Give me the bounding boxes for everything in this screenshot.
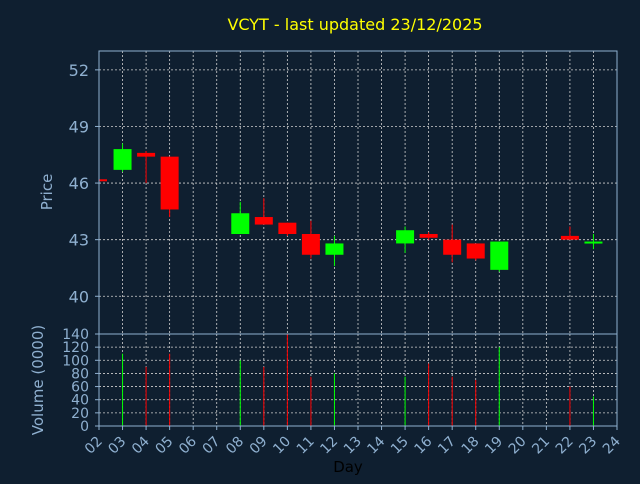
volume-axis-label: Volume (0000) bbox=[29, 325, 47, 435]
candle-day-15 bbox=[396, 226, 415, 253]
price-tick-label: 43 bbox=[69, 231, 89, 250]
candle-body bbox=[419, 234, 438, 238]
candle-body bbox=[584, 241, 603, 244]
price-axis-label: Price bbox=[38, 174, 56, 211]
candle-day-19 bbox=[490, 241, 509, 272]
candle-body bbox=[278, 222, 297, 235]
price-tick-label: 49 bbox=[69, 117, 89, 136]
candle-day-4 bbox=[137, 150, 156, 184]
volume-bars bbox=[122, 334, 594, 426]
price-tick-label: 52 bbox=[69, 61, 89, 80]
volume-tick-label: 80 bbox=[71, 366, 89, 382]
volume-tick-label: 0 bbox=[80, 419, 89, 435]
candle-day-3 bbox=[113, 143, 132, 172]
candle-body bbox=[466, 243, 485, 259]
candle-day-16 bbox=[419, 232, 438, 240]
candle-body bbox=[254, 217, 273, 225]
candle-day-11 bbox=[301, 220, 320, 259]
candle-day-2 bbox=[98, 179, 107, 182]
x-axis-ticks: 02 03 04 05 06 07 08 09 10 11 12 13 14 15 16 17 18 19 20 21… bbox=[82, 426, 624, 457]
candle-day-9 bbox=[254, 198, 273, 225]
candle-body bbox=[490, 241, 509, 270]
candle-day-12 bbox=[325, 235, 344, 267]
candle-day-10 bbox=[278, 222, 297, 236]
volume-tick-label: 20 bbox=[71, 406, 89, 422]
candle-body bbox=[160, 156, 179, 210]
candle-body bbox=[113, 149, 132, 170]
candle-day-18 bbox=[466, 243, 485, 261]
chart-title: VCYT - last updated 23/12/2025 bbox=[227, 15, 482, 34]
volume-tick-label: 60 bbox=[71, 380, 89, 396]
price-tick-label: 40 bbox=[69, 287, 89, 306]
candle-body bbox=[231, 213, 250, 235]
volume-tick-label: 100 bbox=[62, 353, 89, 369]
x-axis-label: Day bbox=[333, 458, 363, 476]
candle-day-22 bbox=[560, 226, 579, 240]
candle-body bbox=[99, 179, 107, 182]
candle-body bbox=[137, 152, 156, 157]
candle-day-8 bbox=[231, 201, 250, 235]
price-gridlines bbox=[99, 51, 617, 334]
candle-body bbox=[325, 243, 344, 255]
volume-tick-label: 40 bbox=[71, 393, 89, 409]
candle-day-17 bbox=[443, 224, 462, 263]
candle-day-23 bbox=[584, 234, 603, 250]
candles bbox=[98, 143, 603, 272]
candle-body bbox=[301, 234, 320, 255]
candle-body bbox=[443, 239, 462, 255]
price-axis-ticks: 40 43 46 49 52 bbox=[69, 61, 99, 306]
volume-tick-label: 140 bbox=[62, 327, 89, 343]
candle-body bbox=[560, 235, 579, 240]
volume-tick-label: 120 bbox=[62, 340, 89, 356]
candle-day-5 bbox=[160, 156, 179, 218]
candle-body bbox=[396, 230, 415, 244]
price-tick-label: 46 bbox=[69, 174, 89, 193]
